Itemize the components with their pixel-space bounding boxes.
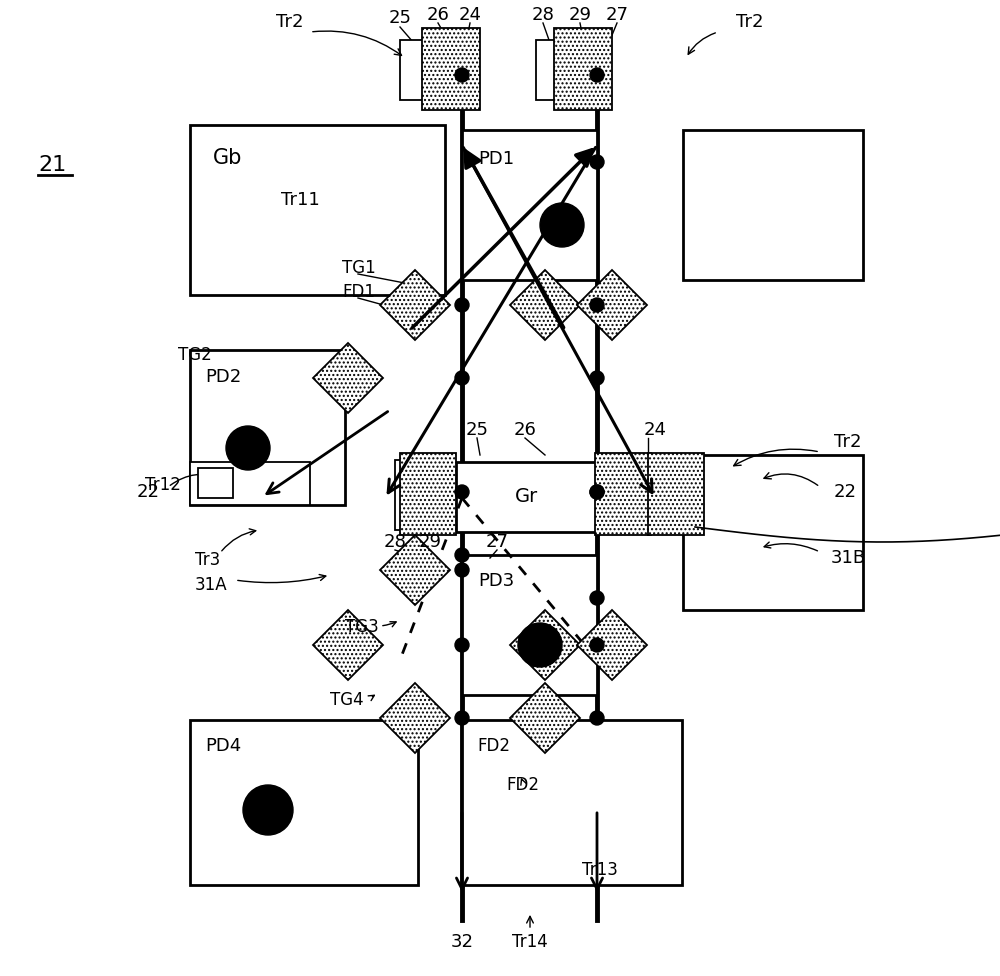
Text: 22: 22	[834, 483, 856, 501]
Text: 32: 32	[450, 933, 474, 951]
Text: 27: 27	[606, 6, 629, 24]
Circle shape	[455, 485, 469, 499]
Polygon shape	[380, 270, 450, 340]
Text: Gb: Gb	[213, 148, 242, 168]
Bar	[190, 720, 418, 885]
Bar	[638, 460, 678, 530]
Text: TG1: TG1	[342, 259, 376, 277]
Text: 21: 21	[38, 155, 66, 175]
Bar	[198, 468, 233, 498]
Bar	[462, 720, 682, 885]
Bar	[456, 462, 598, 532]
Text: Tr2: Tr2	[276, 13, 304, 31]
Bar	[422, 28, 480, 110]
Circle shape	[455, 711, 469, 725]
Polygon shape	[313, 610, 383, 680]
Bar	[462, 130, 597, 280]
Text: Gr: Gr	[515, 487, 539, 507]
Text: 25: 25	[466, 421, 488, 439]
Bar	[683, 455, 863, 610]
Text: PD4: PD4	[205, 737, 241, 755]
Bar	[395, 460, 435, 530]
Text: 29: 29	[418, 533, 442, 551]
Text: TG3: TG3	[345, 618, 379, 636]
Text: FD2: FD2	[507, 776, 540, 794]
Text: PD1: PD1	[478, 150, 514, 168]
Text: PD2: PD2	[205, 368, 241, 386]
Text: 28: 28	[532, 6, 554, 24]
Text: 25: 25	[388, 9, 412, 27]
Polygon shape	[380, 683, 450, 753]
Text: Tr2: Tr2	[736, 13, 764, 31]
Text: Tr3: Tr3	[195, 551, 220, 569]
Circle shape	[226, 426, 270, 470]
Polygon shape	[577, 270, 647, 340]
Circle shape	[590, 298, 604, 312]
Text: Tr12: Tr12	[145, 476, 181, 494]
Text: FD2: FD2	[477, 737, 510, 755]
Bar	[400, 40, 438, 100]
Circle shape	[590, 485, 604, 499]
Polygon shape	[510, 610, 580, 680]
Circle shape	[590, 371, 604, 385]
Circle shape	[455, 563, 469, 577]
Bar	[400, 453, 456, 535]
Text: Tr2: Tr2	[834, 433, 862, 451]
Circle shape	[243, 785, 293, 835]
Text: 31B: 31B	[830, 549, 866, 567]
Text: TG2: TG2	[178, 346, 212, 364]
Text: Tr14: Tr14	[512, 933, 548, 951]
Bar	[462, 555, 597, 695]
Polygon shape	[577, 610, 647, 680]
Bar	[683, 130, 863, 280]
Text: 28: 28	[384, 533, 406, 551]
Bar	[190, 125, 445, 295]
Text: TG4: TG4	[330, 691, 364, 709]
Text: 26: 26	[427, 6, 449, 24]
Polygon shape	[510, 683, 580, 753]
Text: 26: 26	[514, 421, 536, 439]
Text: 29: 29	[568, 6, 592, 24]
Bar	[536, 40, 574, 100]
Circle shape	[590, 711, 604, 725]
Bar	[190, 350, 345, 505]
Text: Tr11: Tr11	[281, 191, 319, 209]
Text: 22: 22	[136, 483, 160, 501]
Circle shape	[518, 623, 562, 667]
Circle shape	[455, 371, 469, 385]
Polygon shape	[313, 343, 383, 413]
Text: PD3: PD3	[478, 572, 514, 590]
Circle shape	[455, 548, 469, 562]
Text: Tr13: Tr13	[582, 861, 618, 879]
Circle shape	[590, 485, 604, 499]
Bar	[648, 453, 704, 535]
Circle shape	[590, 591, 604, 605]
Text: FD1: FD1	[342, 283, 375, 301]
Polygon shape	[510, 270, 580, 340]
Circle shape	[590, 638, 604, 652]
Circle shape	[540, 203, 584, 247]
Circle shape	[455, 638, 469, 652]
Bar	[595, 453, 651, 535]
Bar	[190, 462, 310, 505]
Circle shape	[455, 298, 469, 312]
Text: 31A: 31A	[195, 576, 228, 594]
Circle shape	[590, 155, 604, 169]
Bar	[598, 460, 638, 530]
Circle shape	[590, 68, 604, 82]
Circle shape	[455, 68, 469, 82]
Text: 27: 27	[486, 533, 509, 551]
Bar	[554, 28, 612, 110]
Polygon shape	[380, 535, 450, 605]
Text: 24: 24	[644, 421, 666, 439]
Text: 24: 24	[458, 6, 482, 24]
